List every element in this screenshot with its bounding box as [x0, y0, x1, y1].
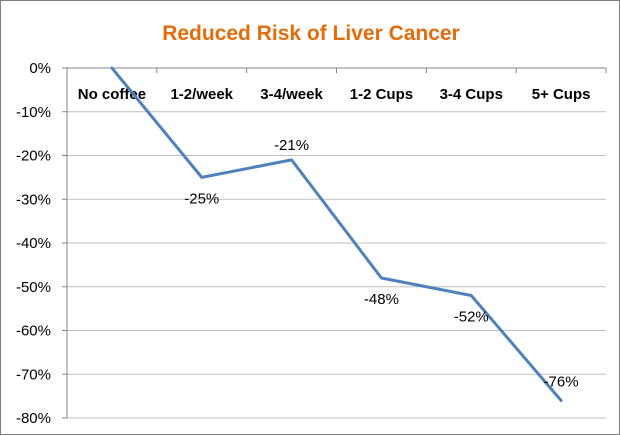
chart-title: Reduced Risk of Liver Cancer	[162, 22, 460, 45]
series-line	[110, 66, 563, 402]
series-layer	[110, 66, 563, 402]
x-tick-label: No coffee	[78, 86, 146, 103]
x-tick-label: 5+ Cups	[532, 86, 591, 103]
y-tick-label: -70%	[16, 366, 51, 383]
data-label: -48%	[364, 291, 399, 308]
y-tick-label: -50%	[16, 279, 51, 296]
y-tick-label: -30%	[16, 191, 51, 208]
data-label: -52%	[454, 309, 489, 326]
y-tick-label: -80%	[16, 410, 51, 427]
x-tick-label: 1-2 Cups	[350, 86, 413, 103]
data-label: -21%	[274, 137, 309, 154]
gridlines	[62, 67, 607, 419]
x-tick-label: 3-4/week	[260, 86, 323, 103]
y-tick-label: -20%	[16, 148, 51, 165]
x-tick-label: 1-2/week	[170, 86, 233, 103]
data-label: -25%	[184, 190, 219, 207]
y-tick-label: -60%	[16, 323, 51, 340]
data-labels: -25% -21% -48% -52% -76%	[184, 137, 578, 391]
y-axis-tick-labels: 0% -10% -20% -30% -40% -50% -60% -70% -80%	[16, 60, 51, 427]
y-tick-label: -40%	[16, 235, 51, 252]
y-tick-label: 0%	[29, 60, 51, 77]
x-axis-tick-labels: No coffee 1-2/week 3-4/week 1-2 Cups 3-4 Cup…	[78, 86, 591, 103]
x-tick-label: 3-4 Cups	[440, 86, 503, 103]
data-label: -76%	[544, 374, 579, 391]
y-tick-label: -10%	[16, 104, 51, 121]
